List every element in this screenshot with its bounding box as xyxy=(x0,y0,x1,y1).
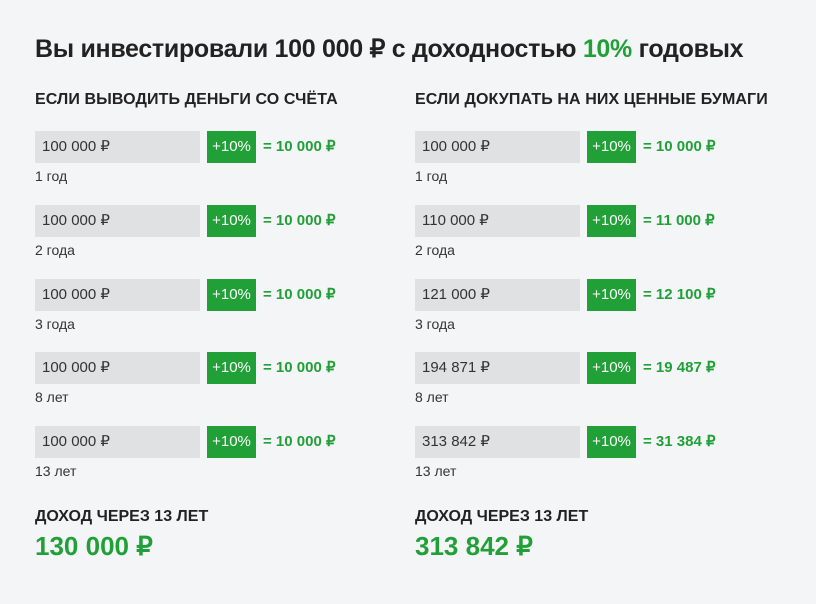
amount-box: 100 000 ₽ xyxy=(35,352,200,384)
gain-value: = 11 000 ₽ xyxy=(643,212,715,229)
rate-badge: +10% xyxy=(587,426,636,458)
rate-badge: +10% xyxy=(207,205,256,237)
gain-value: = 10 000 ₽ xyxy=(263,286,336,303)
rate-badge: +10% xyxy=(207,131,256,163)
year-row: 100 000 ₽ +10% = 10 000 ₽ 13 лет xyxy=(35,426,415,486)
period-label: 2 года xyxy=(415,242,455,258)
amount-box: 100 000 ₽ xyxy=(415,131,580,163)
rate-badge: +10% xyxy=(587,279,636,311)
amount-box: 100 000 ₽ xyxy=(35,131,200,163)
gain-value: = 10 000 ₽ xyxy=(263,359,336,376)
rate-badge: +10% xyxy=(207,426,256,458)
year-row: 110 000 ₽ +10% = 11 000 ₽ 2 года xyxy=(415,205,795,265)
title-prefix: Вы инвестировали 100 000 ₽ с доходностью xyxy=(35,35,583,63)
income-label: ДОХОД ЧЕРЕЗ 13 ЛЕТ xyxy=(35,508,209,525)
rate-badge: +10% xyxy=(207,352,256,384)
amount-box: 100 000 ₽ xyxy=(35,279,200,311)
year-row: 121 000 ₽ +10% = 12 100 ₽ 3 года xyxy=(415,279,795,339)
rate-badge: +10% xyxy=(587,131,636,163)
rate-badge: +10% xyxy=(587,352,636,384)
year-row: 100 000 ₽ +10% = 10 000 ₽ 2 года xyxy=(35,205,415,265)
income-value: 130 000 ₽ xyxy=(35,531,153,561)
rate-badge: +10% xyxy=(587,205,636,237)
period-label: 8 лет xyxy=(415,389,449,405)
rate-badge: +10% xyxy=(207,279,256,311)
year-row: 100 000 ₽ +10% = 10 000 ₽ 1 год xyxy=(35,131,415,191)
year-row: 100 000 ₽ +10% = 10 000 ₽ 3 года xyxy=(35,279,415,339)
period-label: 1 год xyxy=(35,168,68,184)
amount-box: 194 871 ₽ xyxy=(415,352,580,384)
year-row: 100 000 ₽ +10% = 10 000 ₽ 1 год xyxy=(415,131,795,191)
year-row: 194 871 ₽ +10% = 19 487 ₽ 8 лет xyxy=(415,352,795,412)
period-label: 13 лет xyxy=(35,463,77,479)
period-label: 2 года xyxy=(35,242,75,258)
gain-value: = 12 100 ₽ xyxy=(643,286,716,303)
gain-value: = 10 000 ₽ xyxy=(263,433,336,450)
year-row: 313 842 ₽ +10% = 31 384 ₽ 13 лет xyxy=(415,426,795,486)
period-label: 1 год xyxy=(415,168,448,184)
gain-value: = 10 000 ₽ xyxy=(263,138,336,155)
amount-box: 110 000 ₽ xyxy=(415,205,580,237)
title-rate: 10% xyxy=(582,35,632,63)
income-value: 313 842 ₽ xyxy=(415,531,533,561)
income-label: ДОХОД ЧЕРЕЗ 13 ЛЕТ xyxy=(415,508,589,525)
period-label: 8 лет xyxy=(35,389,69,405)
gain-value: = 10 000 ₽ xyxy=(643,138,716,155)
column-heading: ЕСЛИ ВЫВОДИТЬ ДЕНЬГИ СО СЧЁТА xyxy=(35,91,338,108)
gain-value: = 10 000 ₽ xyxy=(263,212,336,229)
column-heading: ЕСЛИ ДОКУПАТЬ НА НИХ ЦЕННЫЕ БУМАГИ xyxy=(415,91,768,108)
gain-value: = 19 487 ₽ xyxy=(643,359,716,376)
period-label: 3 года xyxy=(415,316,455,332)
amount-box: 313 842 ₽ xyxy=(415,426,580,458)
amount-box: 100 000 ₽ xyxy=(35,205,200,237)
title-suffix: годовых xyxy=(631,35,744,63)
page-title: Вы инвестировали 100 000 ₽ с доходностью… xyxy=(35,34,744,64)
gain-value: = 31 384 ₽ xyxy=(643,433,716,450)
amount-box: 121 000 ₽ xyxy=(415,279,580,311)
period-label: 13 лет xyxy=(415,463,457,479)
amount-box: 100 000 ₽ xyxy=(35,426,200,458)
year-row: 100 000 ₽ +10% = 10 000 ₽ 8 лет xyxy=(35,352,415,412)
period-label: 3 года xyxy=(35,316,75,332)
